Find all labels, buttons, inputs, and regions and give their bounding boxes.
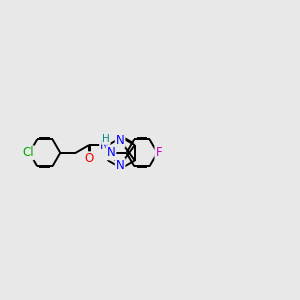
- Text: N: N: [107, 146, 116, 159]
- Text: N: N: [100, 139, 109, 152]
- Text: H: H: [102, 134, 110, 144]
- Text: O: O: [84, 152, 94, 165]
- Text: Cl: Cl: [22, 146, 34, 159]
- Text: N: N: [116, 159, 124, 172]
- Text: F: F: [155, 146, 162, 159]
- Text: N: N: [116, 134, 124, 147]
